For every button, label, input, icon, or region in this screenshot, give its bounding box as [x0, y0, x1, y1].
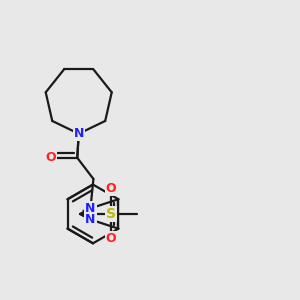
Text: O: O	[106, 232, 116, 245]
Text: O: O	[106, 182, 116, 196]
Text: S: S	[106, 207, 116, 221]
Text: O: O	[45, 151, 56, 164]
Text: N: N	[74, 127, 84, 140]
Text: N: N	[85, 213, 96, 226]
Text: N: N	[85, 202, 96, 215]
